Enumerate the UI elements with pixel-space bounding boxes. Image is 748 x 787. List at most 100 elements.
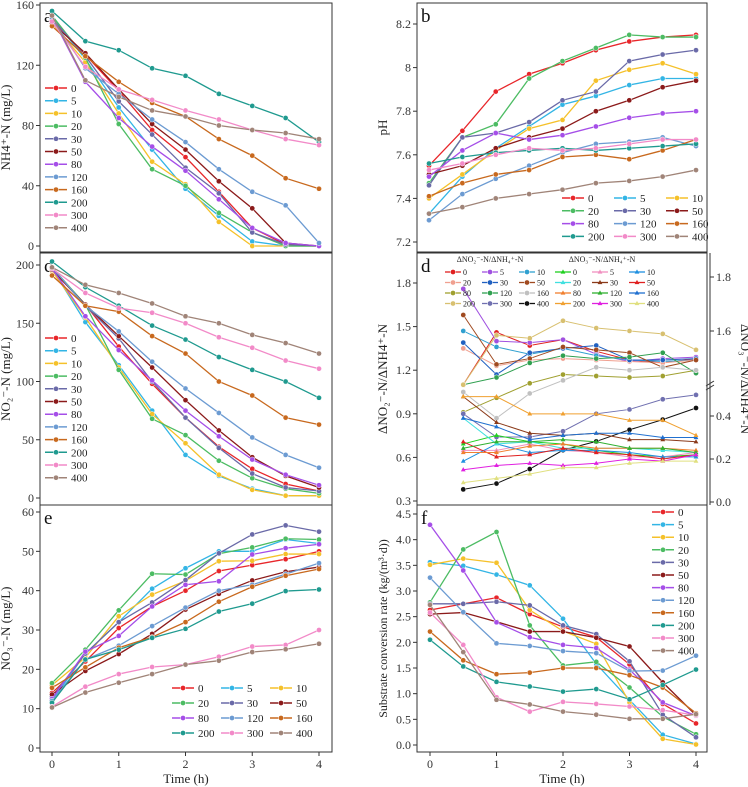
series-line	[463, 396, 697, 436]
y-tick-label: 160	[16, 0, 34, 12]
x-tick-label: 3	[627, 757, 633, 771]
legend-label: 80	[678, 583, 690, 595]
data-point	[559, 58, 566, 64]
data-point	[115, 646, 122, 653]
legend-marker	[560, 279, 566, 285]
data-point	[559, 154, 566, 160]
legend-item: 30	[614, 206, 652, 218]
data-point	[115, 305, 122, 311]
x-tick-label: 4	[316, 757, 322, 771]
legend-label: 30	[247, 698, 259, 710]
legend-label: 120	[640, 219, 657, 231]
legend-label: 400	[71, 473, 88, 485]
no3-series-400	[460, 458, 699, 485]
data-point	[626, 672, 633, 679]
data-point	[427, 561, 433, 568]
legend-marker	[570, 220, 576, 227]
legend-label: 300	[640, 231, 657, 243]
no3-series-160	[460, 415, 699, 442]
data-point	[659, 110, 666, 117]
legend-marker	[278, 715, 284, 721]
data-point	[115, 290, 122, 296]
series-20	[426, 32, 699, 186]
data-point	[82, 281, 89, 288]
series-400	[49, 640, 322, 711]
legend-label: 300	[71, 210, 88, 222]
legend-label: 5	[678, 520, 684, 532]
legend-item: 200	[45, 447, 88, 459]
legend-item: 300	[45, 210, 88, 222]
data-point	[182, 146, 189, 153]
data-point	[115, 86, 122, 93]
data-point	[660, 456, 666, 461]
legend-item: 80	[445, 289, 471, 298]
data-point	[182, 581, 189, 588]
legend-label: 120	[500, 289, 512, 298]
data-point	[494, 441, 499, 446]
y-axis-label: NH4⁺-N (mg/L)	[0, 85, 13, 171]
x-axis-label: Time (h)	[163, 771, 208, 786]
y-tick-label: 1.5	[396, 320, 411, 334]
legend-item: 160	[666, 219, 709, 231]
data-point	[492, 88, 499, 95]
data-point	[426, 182, 432, 189]
legend-label: 50	[678, 570, 690, 582]
legend-marker	[53, 347, 59, 354]
data-point	[115, 78, 122, 85]
data-point	[526, 125, 532, 132]
data-point	[149, 585, 155, 592]
legend-item: 120	[45, 422, 88, 434]
legend-title-no3: ΔNO₃⁻-N/ΔNH₄⁺-N	[569, 255, 636, 264]
data-point	[282, 572, 289, 579]
y-tick-label: 40	[22, 584, 34, 598]
legend-marker	[53, 474, 59, 481]
no3-series-120	[460, 437, 699, 455]
data-point	[216, 166, 222, 173]
legend-marker	[53, 335, 59, 341]
data-point	[249, 392, 256, 399]
y-tick-label: 0.0	[396, 738, 411, 752]
data-point	[316, 627, 322, 633]
y-tick-label: 50	[22, 544, 34, 558]
data-point	[660, 437, 666, 442]
legend-item: 300	[614, 231, 657, 243]
data-point	[627, 456, 632, 461]
data-point	[659, 357, 666, 363]
data-point	[593, 45, 599, 51]
data-point	[492, 195, 499, 202]
data-point	[316, 541, 322, 548]
data-point	[526, 602, 533, 609]
data-point	[282, 136, 289, 142]
data-point	[526, 634, 533, 641]
data-point	[560, 708, 566, 715]
legend-item: 160	[45, 185, 88, 197]
data-point	[460, 447, 466, 452]
data-point	[115, 94, 122, 100]
data-point	[593, 650, 600, 656]
legend-item: 400	[629, 300, 659, 309]
series-line	[463, 443, 697, 458]
legend-label: 30	[678, 557, 690, 569]
data-point	[560, 642, 566, 648]
legend-label: 200	[463, 300, 475, 309]
data-point	[182, 619, 189, 625]
y-tick-label: 1.5	[396, 661, 411, 675]
legend-label: 80	[198, 713, 210, 725]
y-tick-label: 7.6	[396, 148, 411, 162]
series-200	[49, 8, 322, 145]
data-point	[115, 121, 122, 127]
data-point	[527, 471, 533, 476]
data-point	[182, 440, 189, 447]
data-point	[560, 317, 566, 324]
data-point	[249, 103, 256, 109]
legend-marker	[53, 462, 59, 468]
data-point	[492, 151, 499, 158]
legend-item: 5	[482, 268, 504, 277]
data-point	[316, 240, 322, 246]
data-point	[460, 381, 467, 388]
x-tick-label: 3	[249, 757, 255, 771]
legend-item: 10	[629, 268, 655, 277]
legend-marker	[53, 436, 59, 443]
legend-item: 120	[652, 595, 695, 607]
series-line	[463, 460, 696, 484]
